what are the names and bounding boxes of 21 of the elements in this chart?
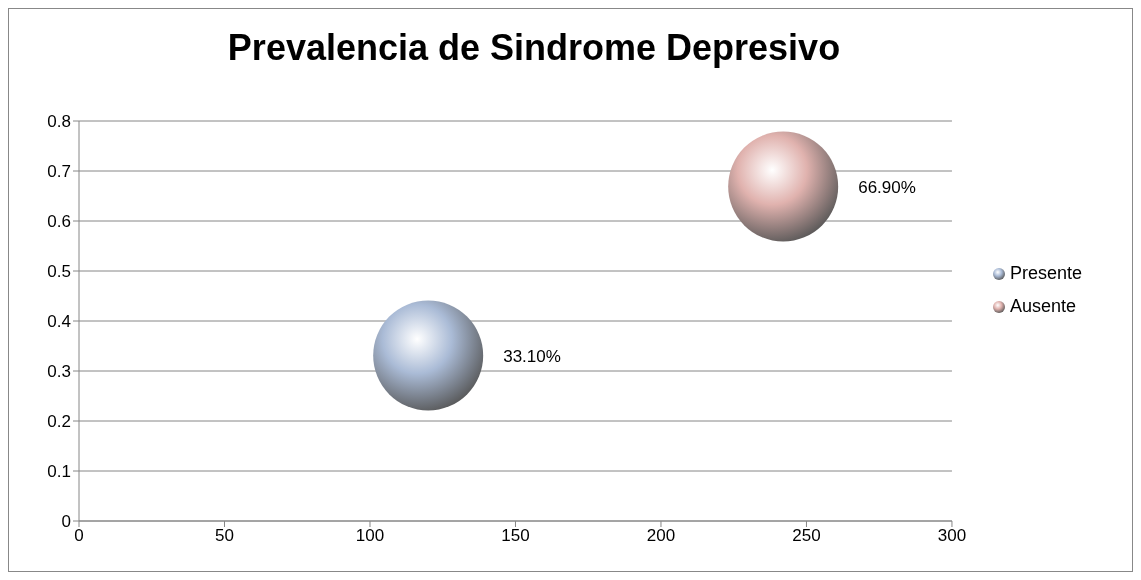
x-tick-label: 150: [501, 526, 530, 546]
y-tick-label: 0.4: [47, 312, 71, 332]
y-tick-label: 0: [61, 512, 71, 532]
x-tick-label: 250: [792, 526, 821, 546]
data-label: 66.90%: [858, 177, 916, 197]
y-tick-label: 0.1: [47, 462, 71, 482]
y-tick-label: 0.8: [47, 112, 71, 132]
x-tick-label: 200: [646, 526, 676, 546]
y-tick-label: 0.2: [47, 412, 71, 432]
y-tick-label: 0.7: [47, 162, 71, 182]
x-tick-label: 300: [937, 526, 967, 546]
chart-title: Prevalencia de Sindrome Depresivo: [226, 27, 842, 69]
x-tick-label: 50: [215, 526, 234, 546]
data-label: 33.10%: [503, 346, 561, 366]
y-tick-label: 0.6: [47, 212, 71, 232]
x-tick-label: 100: [355, 526, 385, 546]
legend-label: Ausente: [1009, 296, 1077, 317]
y-tick-label: 0.3: [47, 362, 71, 382]
x-tick-label: 0: [74, 526, 84, 546]
y-tick-label: 0.5: [47, 262, 71, 282]
legend-label: Presente: [1009, 263, 1082, 284]
